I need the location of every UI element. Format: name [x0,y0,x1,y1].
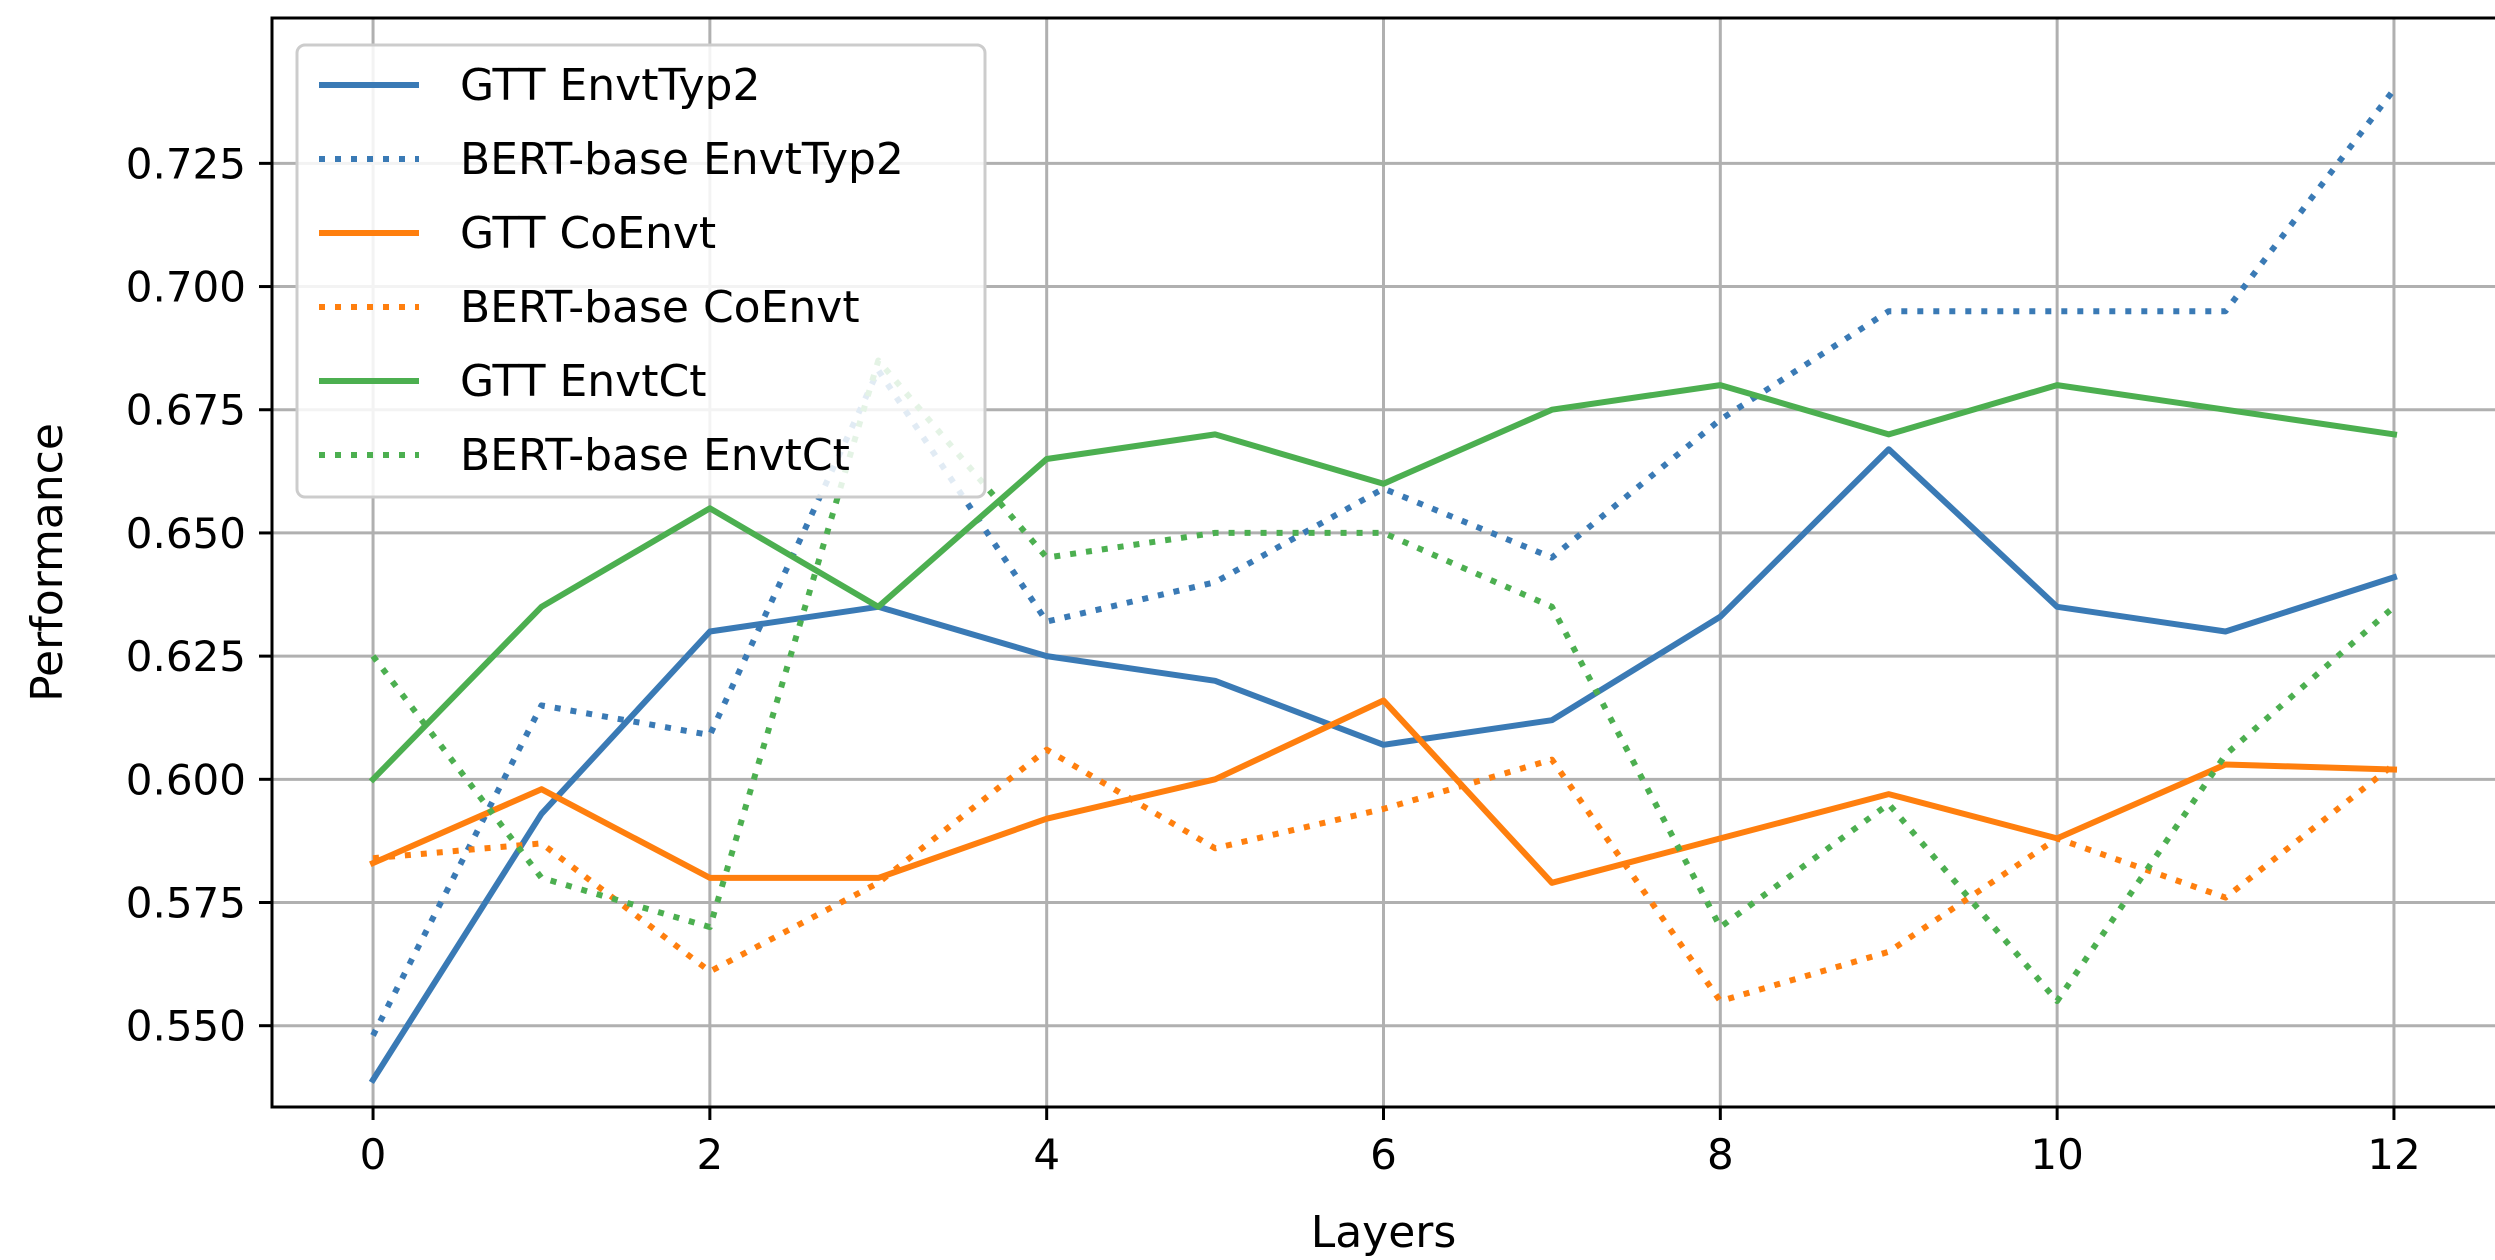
y-axis-label: Performance [22,423,73,702]
y-tick-label: 0.675 [126,386,246,435]
series-lines [368,87,2398,1085]
y-tick-label: 0.575 [126,879,246,928]
series-line-gtt-envttyp2 [368,446,2398,1085]
x-tick-label: 8 [1707,1130,1734,1179]
x-tick-label: 0 [360,1130,387,1179]
x-tick-label: 6 [1370,1130,1397,1179]
legend-box [295,43,987,499]
series-line-bert-base-coenvt [372,746,2396,1005]
legend-label: BERT-base EnvtCt [460,430,850,481]
legend-label: GTT EnvtCt [460,356,706,407]
legend-label: BERT-base EnvtTyp2 [460,134,904,185]
x-tick-label: 2 [696,1130,723,1179]
y-tick-label: 0.700 [126,263,246,312]
y-tick-label: 0.625 [126,632,246,681]
y-tick-label: 0.650 [126,509,246,558]
y-tick-label: 0.550 [126,1002,246,1051]
x-axis-label: Layers [1311,1207,1457,1258]
legend-label: GTT EnvtTyp2 [460,60,760,111]
y-axis-ticks: 0.550 0.575 0.600 0.625 0.650 0.675 0.700 0.725 [126,139,272,1051]
x-axis-ticks: 0 2 4 6 8 10 12 [360,1107,2421,1179]
legend-label: BERT-base CoEnvt [460,282,860,333]
series-line-gtt-envtct [368,382,2398,784]
grid [272,18,2495,1107]
series-line-bert-base-envtct [370,357,2396,1005]
y-tick-label: 0.725 [126,139,246,188]
legend: GTT EnvtTyp2 BERT-base EnvtTyp2 GTT CoEnvt… [295,43,987,499]
y-tick-label: 0.600 [126,755,246,804]
x-tick-label: 4 [1033,1130,1060,1179]
x-tick-label: 10 [2030,1130,2083,1179]
x-tick-label: 12 [2367,1130,2420,1179]
legend-label: GTT CoEnvt [460,208,716,259]
